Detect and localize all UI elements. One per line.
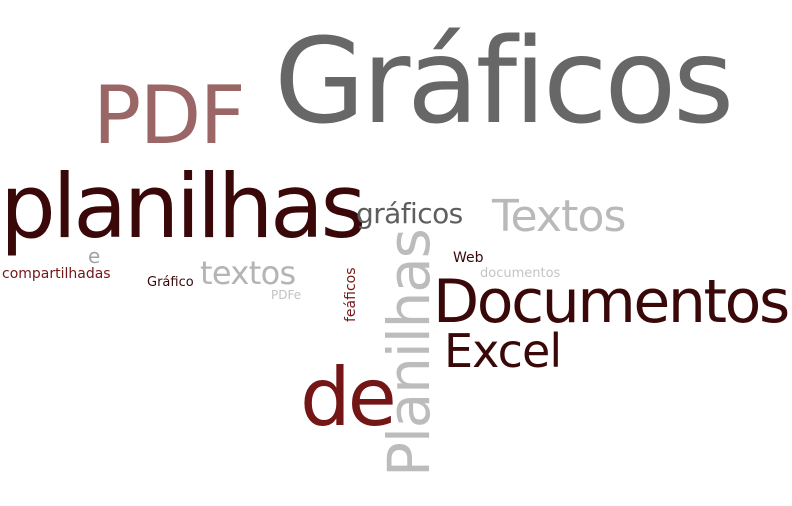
word-documentos-large: Documentos bbox=[433, 267, 790, 337]
word-textos-small: textos bbox=[200, 254, 296, 292]
word-web: Web bbox=[453, 250, 484, 266]
word-feaficos-vertical: feáficos bbox=[343, 267, 359, 323]
word-graficos-large: Gráficos bbox=[274, 12, 734, 150]
word-pdfe: PDFe bbox=[271, 288, 302, 302]
word-textos-large: Textos bbox=[492, 191, 626, 242]
word-pdf: PDF bbox=[93, 69, 246, 162]
word-documentos-small: documentos bbox=[480, 266, 561, 281]
word-planilhas-vertical: Planilhas bbox=[375, 229, 443, 477]
word-de: de bbox=[300, 351, 397, 444]
word-grafico: Gráfico bbox=[147, 275, 194, 290]
word-graficos-small: gráficos bbox=[356, 197, 463, 230]
word-excel: Excel bbox=[444, 324, 562, 378]
word-planilhas: planilhas bbox=[0, 155, 366, 258]
word-e: e bbox=[88, 244, 100, 268]
word-compartilhadas: compartilhadas bbox=[2, 266, 111, 282]
